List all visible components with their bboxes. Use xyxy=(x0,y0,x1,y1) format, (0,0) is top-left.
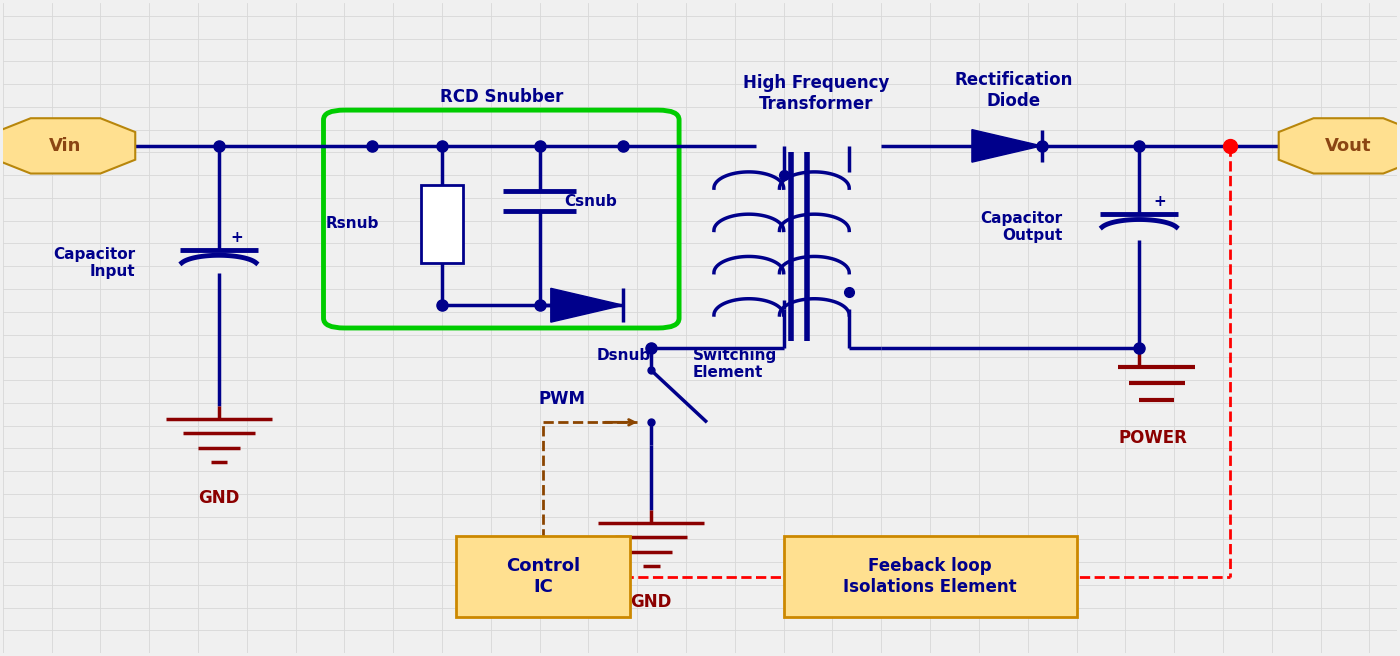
Text: RCD Snubber: RCD Snubber xyxy=(440,88,563,106)
Text: Csnub: Csnub xyxy=(564,194,617,209)
Text: Vout: Vout xyxy=(1326,137,1372,155)
Text: PWM: PWM xyxy=(539,390,585,408)
Text: Capacitor
Input: Capacitor Input xyxy=(53,247,136,279)
Text: GND: GND xyxy=(199,489,239,507)
Text: Control
IC: Control IC xyxy=(505,558,580,596)
FancyBboxPatch shape xyxy=(784,536,1077,617)
Polygon shape xyxy=(1278,118,1400,174)
Polygon shape xyxy=(0,118,136,174)
Text: Capacitor
Output: Capacitor Output xyxy=(980,211,1063,243)
Text: POWER: POWER xyxy=(1119,429,1187,447)
Text: Feeback loop
Isolations Element: Feeback loop Isolations Element xyxy=(843,558,1016,596)
FancyBboxPatch shape xyxy=(456,536,630,617)
Bar xyxy=(421,185,463,263)
Text: +: + xyxy=(1154,194,1166,209)
Text: Rsnub: Rsnub xyxy=(326,216,379,232)
Polygon shape xyxy=(550,289,623,322)
Text: High Frequency
Transformer: High Frequency Transformer xyxy=(743,74,889,113)
Polygon shape xyxy=(972,130,1042,162)
Text: GND: GND xyxy=(630,594,672,611)
Text: Switching
Element: Switching Element xyxy=(693,348,777,380)
Text: Rectification
Diode: Rectification Diode xyxy=(955,72,1072,110)
Text: Dsnub: Dsnub xyxy=(596,348,651,363)
Text: +: + xyxy=(230,230,242,245)
Text: Vin: Vin xyxy=(49,137,81,155)
